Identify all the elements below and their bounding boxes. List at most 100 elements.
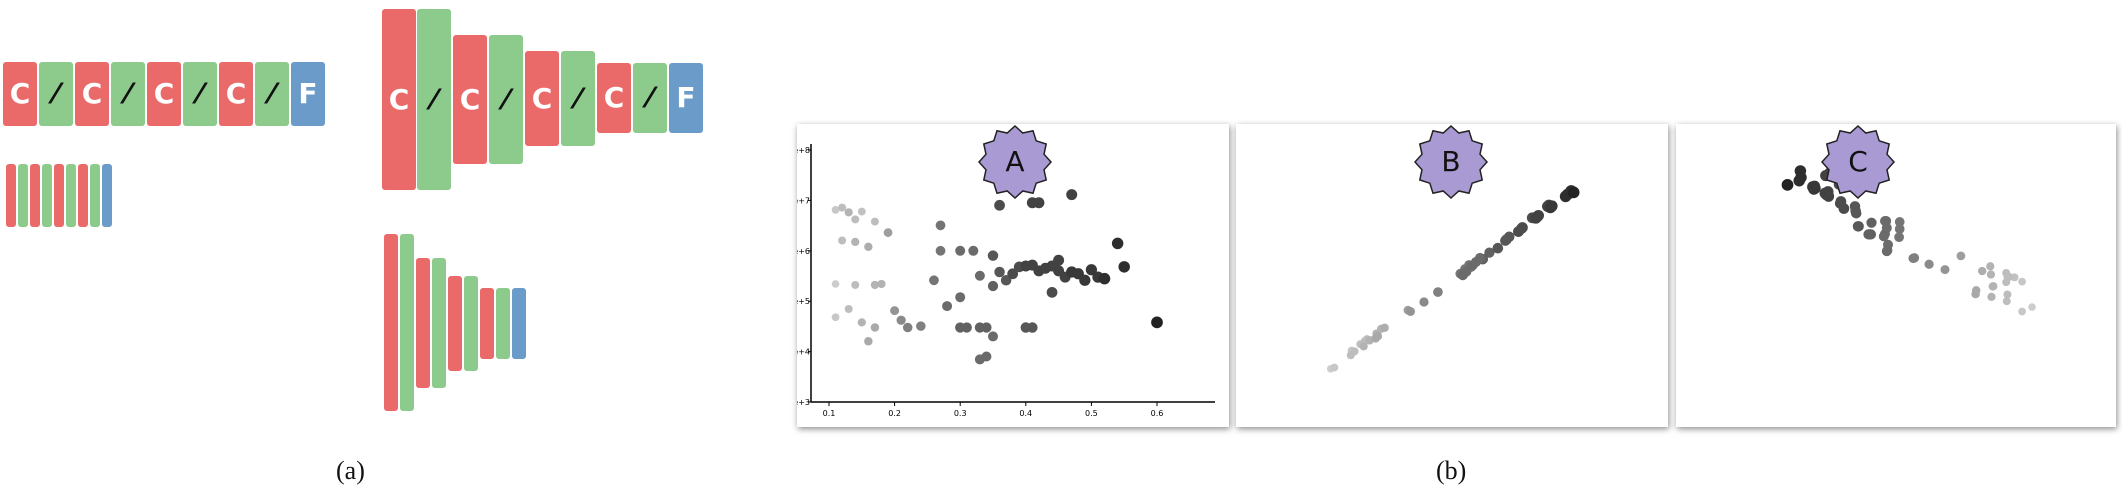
net-uniform-act-block-3: ⁄	[111, 62, 145, 126]
scatter-point-b-34	[1471, 256, 1482, 267]
y-tick-label: 1e+3	[797, 398, 810, 407]
net-narrow-fc-block-8	[102, 164, 112, 227]
scatter-point-a-24	[935, 220, 946, 231]
scatter-point-c-67	[1781, 179, 1794, 191]
scatter-point-b-14	[1330, 363, 1339, 372]
conv-label: C	[388, 82, 410, 116]
scatter-point-a-16	[857, 318, 866, 327]
net-narrow-act-block-1	[18, 164, 28, 227]
scatter-point-c-8	[1978, 266, 1987, 276]
scatter-point-a-23	[929, 275, 939, 286]
net-narrow-conv-block-6	[78, 164, 88, 227]
net-tall-act-block-7: ⁄	[633, 63, 667, 133]
x-tick-label: 0.4	[1019, 409, 1032, 418]
scatter-point-a-1	[838, 203, 847, 212]
conv-label: C	[603, 81, 625, 114]
scatter-point-a-0	[831, 205, 840, 214]
net-tall-conv-block-2: C	[453, 35, 487, 164]
scatter-point-b-39	[1461, 266, 1472, 277]
conv-label: C	[81, 77, 103, 110]
scatter-point-c-35	[1866, 217, 1877, 228]
scatter-panel-b	[1236, 124, 1668, 427]
scatter-point-c-25	[1894, 224, 1905, 234]
scatter-point-b-20	[1419, 297, 1429, 307]
net-tall-fc-block-8: F	[669, 63, 703, 133]
activation-icon: ⁄	[503, 82, 509, 116]
scatter-point-a-6	[838, 236, 847, 245]
scatter-point-c-15	[2002, 297, 2011, 306]
scatter-point-a-22	[916, 321, 926, 331]
scatter-point-b-46	[1492, 242, 1504, 254]
scatter-point-a-67	[1151, 316, 1163, 329]
net-narrow-act-block-5	[66, 164, 76, 227]
scatter-point-a-35	[987, 280, 999, 292]
scatter-panel-a: 1e+3 1e+4 1e+5 1e+6 1e+7 1e+8 0.1 0.2 0.3 0.4 0.5 0…	[797, 124, 1229, 427]
scatter-point-a-36	[994, 266, 1005, 278]
scatter-point-a-4	[857, 207, 866, 216]
conv-label: C	[225, 77, 247, 110]
scatter-point-c-14	[2018, 307, 2026, 316]
y-tick-label: 1e+6	[797, 247, 810, 256]
scatter-point-a-38	[981, 351, 992, 362]
badge-a-label: A	[1005, 145, 1024, 178]
y-tick-label: 1e+8	[797, 146, 810, 155]
scatter-point-b-19	[1406, 306, 1416, 316]
conv-label: C	[153, 77, 175, 110]
net-thin-act-block-3	[432, 258, 446, 388]
activation-icon: ⁄	[431, 82, 437, 116]
net-thin-fc-block-8	[512, 288, 526, 359]
scatter-point-a-27	[942, 301, 953, 312]
scatter-plot-a: 1e+3 1e+4 1e+5 1e+6 1e+7 1e+8 0.1 0.2 0.3 0.4 0.5 0…	[797, 144, 1215, 418]
activation-icon: ⁄	[197, 77, 203, 110]
scatter-point-a-41	[994, 199, 1005, 211]
scatter-plot-b	[1326, 185, 1580, 373]
y-tick-label: 1e+7	[797, 196, 810, 205]
scatter-point-a-39	[988, 331, 998, 342]
scatter-point-c-19	[1940, 265, 1950, 275]
scatter-point-c-6	[2002, 278, 2011, 287]
badge-b-label: B	[1441, 145, 1460, 178]
scatter-point-c-57	[1838, 203, 1850, 214]
caption-a: (a)	[336, 456, 365, 485]
scatter-point-a-14	[831, 313, 840, 322]
scatter-point-b-42	[1500, 235, 1511, 246]
net-uniform-act-block-5: ⁄	[183, 62, 217, 126]
badge-a: A	[977, 124, 1053, 200]
x-tick-label: 0.2	[888, 409, 901, 418]
scatter-point-a-58	[1066, 189, 1078, 201]
scatter-point-c-2	[1986, 262, 1995, 271]
net-uniform-act-block-7: ⁄	[255, 62, 289, 126]
activation-icon: ⁄	[575, 81, 581, 115]
scatter-point-a-52	[1053, 254, 1065, 266]
conv-label: C	[9, 77, 31, 110]
net-narrow-conv-block-4	[54, 164, 64, 227]
scatter-point-b-63	[1545, 201, 1557, 213]
scatter-point-a-10	[831, 280, 840, 288]
scatter-point-a-43	[1007, 268, 1019, 280]
activation-icon: ⁄	[125, 77, 131, 110]
scatter-point-b-54	[1530, 212, 1542, 224]
net-tall-conv-block-6: C	[597, 63, 631, 133]
scatter-point-c-31	[1865, 229, 1877, 240]
scatter-point-a-46	[1027, 322, 1038, 333]
badge-star-shape	[977, 124, 1053, 200]
scatter-point-a-64	[1098, 272, 1111, 285]
net-tall-act-block-3: ⁄	[489, 35, 523, 164]
scatter-point-b-18	[1371, 334, 1380, 343]
net-tall-conv-block-4: C	[525, 51, 559, 146]
scatter-point-a-8	[864, 242, 873, 252]
scatter-point-a-66	[1118, 261, 1130, 273]
scatter-point-b-8	[1380, 323, 1389, 332]
scatter-point-b-16	[1359, 342, 1368, 351]
scatter-point-b-35	[1484, 247, 1495, 258]
scatter-point-c-23	[1894, 232, 1904, 243]
scatter-point-a-40	[987, 250, 999, 261]
scatter-point-a-32	[955, 245, 966, 256]
scatter-point-c-42	[1850, 207, 1862, 219]
scatter-point-c-39	[1883, 239, 1893, 250]
y-tick-label: 1e+5	[797, 297, 810, 306]
scatter-point-c-18	[1971, 289, 1980, 299]
net-uniform-act-block-1: ⁄	[39, 62, 73, 126]
net-thin-conv-block-6	[480, 288, 494, 359]
scatter-point-c-66	[1795, 171, 1807, 184]
